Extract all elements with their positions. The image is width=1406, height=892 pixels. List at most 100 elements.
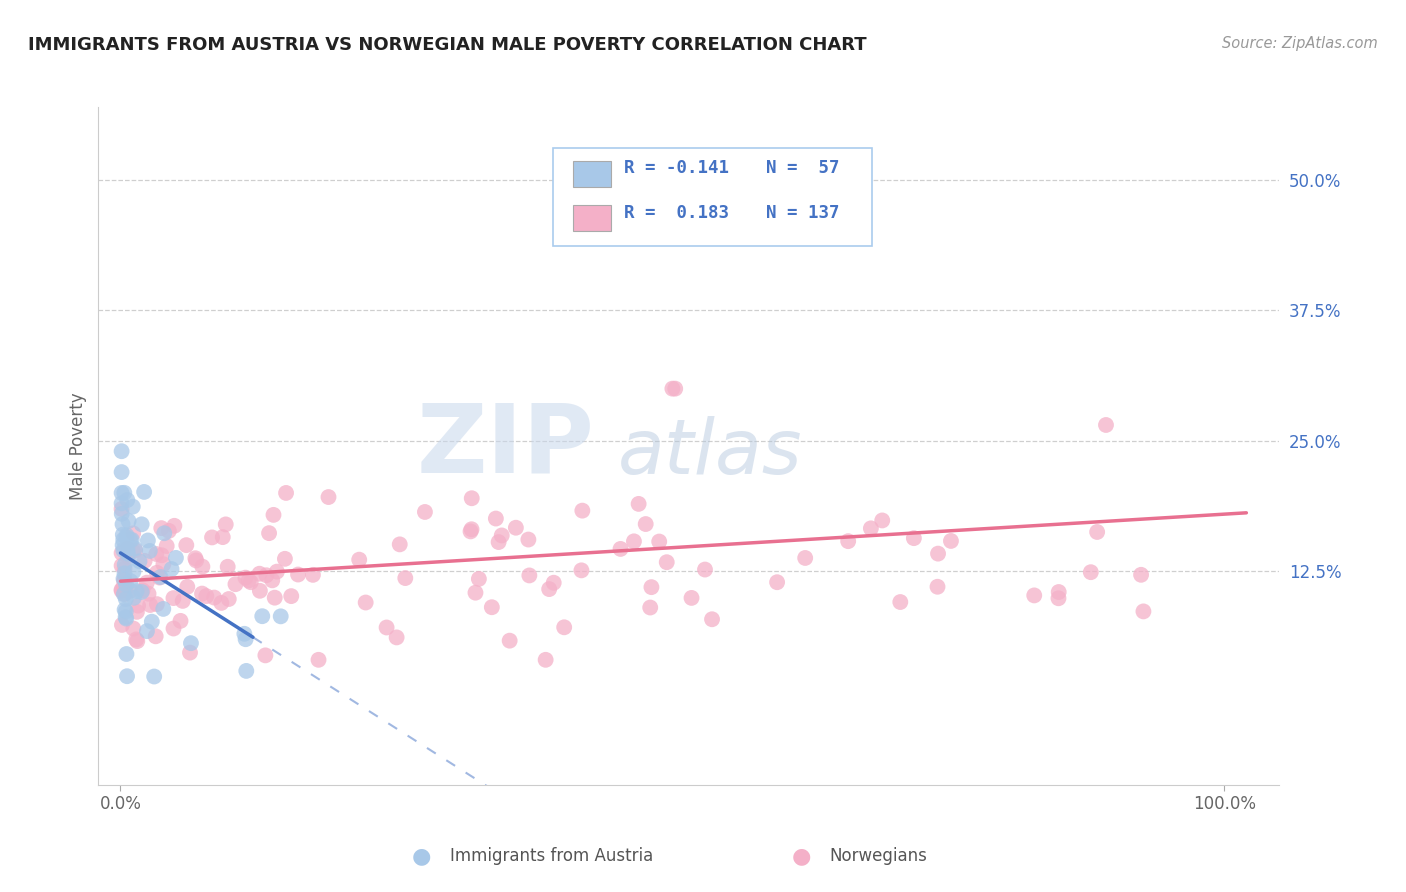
Point bbox=[1024, 588, 1046, 602]
Point bbox=[195, 589, 218, 603]
Point bbox=[1047, 591, 1070, 606]
Point bbox=[114, 562, 136, 576]
Point bbox=[114, 603, 136, 617]
Point bbox=[235, 664, 257, 678]
Point bbox=[180, 636, 202, 650]
Point bbox=[804, 173, 827, 187]
Point bbox=[110, 496, 132, 510]
Point bbox=[152, 558, 174, 572]
Point bbox=[505, 521, 527, 535]
Point bbox=[124, 541, 146, 556]
Point bbox=[120, 574, 142, 588]
Point bbox=[134, 554, 156, 568]
Point bbox=[468, 572, 491, 586]
Point bbox=[571, 503, 593, 517]
Point bbox=[202, 591, 225, 605]
Point bbox=[112, 543, 135, 558]
Point bbox=[176, 580, 198, 594]
Point bbox=[627, 497, 650, 511]
Point bbox=[388, 537, 411, 551]
Point bbox=[413, 505, 436, 519]
Text: IMMIGRANTS FROM AUSTRIA VS NORWEGIAN MALE POVERTY CORRELATION CHART: IMMIGRANTS FROM AUSTRIA VS NORWEGIAN MAL… bbox=[28, 36, 866, 54]
Point bbox=[117, 542, 139, 557]
Point bbox=[114, 558, 136, 572]
Point bbox=[127, 634, 149, 648]
Point bbox=[287, 567, 309, 582]
Point bbox=[110, 558, 132, 573]
Point bbox=[112, 574, 135, 588]
Point bbox=[134, 484, 156, 499]
Point bbox=[121, 544, 143, 558]
Point bbox=[460, 524, 482, 539]
Point bbox=[146, 566, 169, 580]
Text: R =  0.183: R = 0.183 bbox=[624, 203, 728, 221]
Point bbox=[794, 551, 817, 566]
Point bbox=[114, 610, 136, 624]
Point bbox=[318, 490, 340, 504]
Point bbox=[249, 566, 271, 581]
Point bbox=[700, 612, 723, 626]
Point bbox=[176, 538, 198, 552]
Point bbox=[634, 516, 657, 531]
Point bbox=[498, 633, 520, 648]
Point bbox=[235, 571, 257, 585]
Point bbox=[517, 568, 540, 582]
Point bbox=[152, 602, 174, 616]
Point bbox=[1047, 585, 1070, 599]
Point bbox=[870, 513, 893, 527]
Point bbox=[257, 526, 280, 541]
Point bbox=[609, 541, 631, 556]
Text: R = -0.141: R = -0.141 bbox=[624, 160, 728, 178]
Point bbox=[263, 508, 285, 522]
Point bbox=[120, 583, 142, 598]
Point bbox=[186, 553, 208, 567]
Point bbox=[145, 629, 167, 643]
Point bbox=[655, 555, 678, 569]
Point bbox=[114, 604, 136, 618]
Point bbox=[179, 646, 201, 660]
Point bbox=[1080, 565, 1102, 579]
Point bbox=[939, 533, 962, 548]
Point bbox=[115, 647, 138, 661]
Point bbox=[209, 596, 232, 610]
Point bbox=[111, 618, 134, 632]
Point bbox=[461, 491, 484, 506]
Point bbox=[889, 595, 911, 609]
Point bbox=[150, 549, 173, 563]
Point bbox=[131, 585, 153, 599]
Point bbox=[274, 486, 297, 500]
Point bbox=[172, 594, 194, 608]
Point bbox=[302, 567, 325, 582]
Point bbox=[623, 534, 645, 549]
Point bbox=[110, 583, 132, 598]
Text: Source: ZipAtlas.com: Source: ZipAtlas.com bbox=[1222, 36, 1378, 51]
Point bbox=[156, 539, 179, 553]
Point bbox=[927, 580, 949, 594]
Point bbox=[1085, 524, 1108, 539]
Y-axis label: Male Poverty: Male Poverty bbox=[69, 392, 87, 500]
Point bbox=[117, 547, 139, 561]
Point bbox=[157, 524, 180, 538]
Point bbox=[254, 568, 277, 582]
Point bbox=[262, 574, 284, 588]
Point bbox=[162, 591, 184, 606]
Point bbox=[110, 486, 132, 500]
Point bbox=[115, 611, 138, 625]
Point bbox=[162, 622, 184, 636]
Point bbox=[215, 517, 238, 532]
Point bbox=[347, 552, 370, 566]
Point bbox=[112, 572, 135, 586]
Text: N =  57: N = 57 bbox=[766, 160, 839, 178]
Point bbox=[481, 600, 503, 615]
Point bbox=[263, 591, 285, 605]
Point bbox=[354, 595, 377, 609]
Text: ZIP: ZIP bbox=[416, 400, 595, 492]
Point bbox=[141, 615, 163, 629]
Point bbox=[128, 554, 150, 568]
Point bbox=[661, 382, 683, 396]
Point bbox=[693, 563, 716, 577]
Point bbox=[488, 535, 510, 549]
Text: atlas: atlas bbox=[619, 416, 803, 490]
Point bbox=[460, 522, 482, 536]
Point bbox=[638, 600, 661, 615]
